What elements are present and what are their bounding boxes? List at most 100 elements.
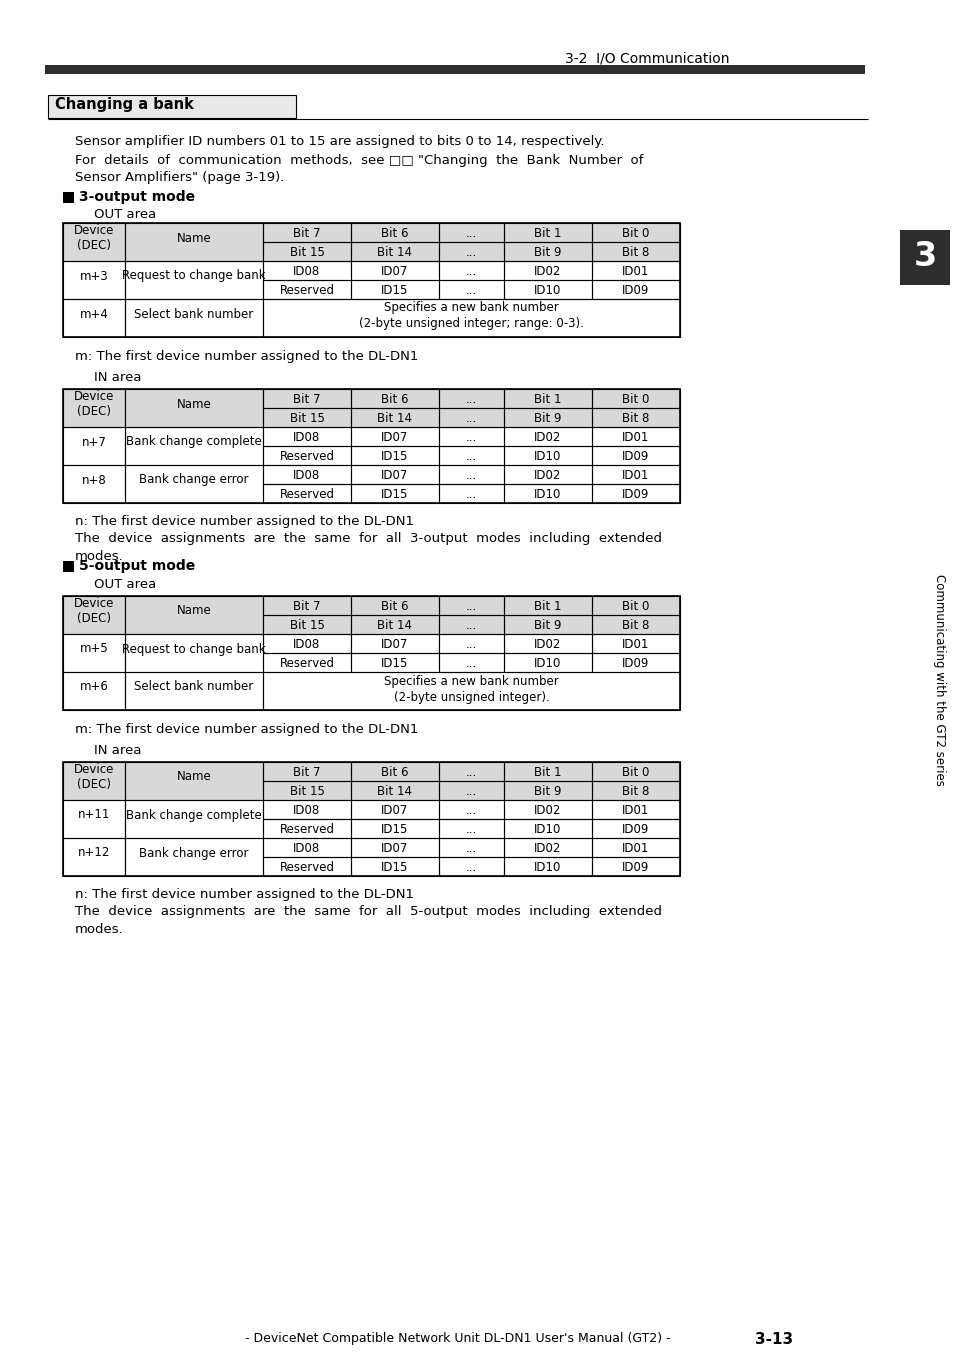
Text: 3: 3	[912, 241, 936, 273]
Text: ID15: ID15	[381, 861, 408, 873]
Text: ...: ...	[465, 861, 476, 873]
Bar	[263, 596, 351, 615]
Bar	[503, 615, 592, 634]
Bar	[351, 763, 438, 781]
Bar	[503, 389, 592, 408]
Text: Reserved: Reserved	[279, 861, 335, 873]
Text: m+6: m+6	[79, 680, 109, 694]
Bar	[351, 653, 438, 672]
Text: The  device  assignments  are  the  same  for  all  3-output  modes  including  : The device assignments are the same for …	[75, 531, 661, 545]
Bar	[125, 299, 263, 337]
Text: Name: Name	[176, 231, 212, 245]
Text: Request to change bank: Request to change bank	[122, 642, 266, 656]
Text: ID07: ID07	[381, 638, 408, 652]
Text: ID02: ID02	[534, 842, 561, 854]
Text: (2-byte unsigned integer; range: 0-3).: (2-byte unsigned integer; range: 0-3).	[358, 318, 583, 330]
Bar	[63, 838, 125, 876]
Bar	[63, 242, 679, 261]
Text: Bit 0: Bit 0	[621, 767, 649, 779]
Text: Bit 7: Bit 7	[293, 227, 320, 241]
Text: ...: ...	[465, 804, 476, 817]
Bar	[63, 596, 125, 634]
Text: Bit 14: Bit 14	[377, 786, 412, 798]
Bar	[351, 484, 438, 503]
Text: n+11: n+11	[78, 808, 111, 822]
Bar	[263, 427, 351, 446]
Bar	[503, 634, 592, 653]
Bar	[592, 408, 679, 427]
Text: Device
(DEC): Device (DEC)	[73, 389, 114, 418]
Bar	[63, 192, 74, 203]
Bar	[592, 763, 679, 781]
Bar	[63, 763, 679, 781]
Bar	[438, 634, 503, 653]
Text: OUT area: OUT area	[94, 579, 156, 591]
Text: ...: ...	[465, 431, 476, 443]
Bar	[351, 800, 438, 819]
Text: Name: Name	[176, 771, 212, 784]
Text: m+4: m+4	[79, 307, 109, 320]
Bar	[63, 389, 679, 503]
Bar	[438, 261, 503, 280]
Text: Bank change complete: Bank change complete	[126, 808, 262, 822]
Text: ...: ...	[465, 412, 476, 425]
Bar	[351, 465, 438, 484]
Bar	[125, 800, 263, 838]
Bar	[263, 242, 351, 261]
Text: Bit 0: Bit 0	[621, 227, 649, 241]
Bar	[63, 763, 679, 876]
Text: Device
(DEC): Device (DEC)	[73, 598, 114, 625]
Text: ID08: ID08	[294, 431, 320, 443]
Bar	[63, 223, 125, 261]
Text: ...: ...	[465, 450, 476, 462]
Bar	[351, 819, 438, 838]
Text: ID10: ID10	[534, 450, 561, 462]
Bar	[263, 484, 351, 503]
Bar	[438, 484, 503, 503]
Text: Bit 14: Bit 14	[377, 246, 412, 260]
Text: ID08: ID08	[294, 804, 320, 817]
Text: Bit 15: Bit 15	[290, 786, 324, 798]
Bar	[263, 446, 351, 465]
Bar	[438, 427, 503, 446]
Bar	[263, 261, 351, 280]
Text: ...: ...	[465, 265, 476, 279]
Bar	[438, 615, 503, 634]
Text: ID01: ID01	[621, 265, 649, 279]
Bar	[263, 280, 351, 299]
Text: ID02: ID02	[534, 804, 561, 817]
Text: Select bank number: Select bank number	[134, 307, 253, 320]
Bar	[63, 763, 125, 800]
Text: ID01: ID01	[621, 469, 649, 483]
Text: ID01: ID01	[621, 638, 649, 652]
Text: n+8: n+8	[82, 473, 107, 487]
Bar	[351, 781, 438, 800]
Bar	[592, 389, 679, 408]
Bar	[592, 280, 679, 299]
Text: ID02: ID02	[534, 469, 561, 483]
Text: modes.: modes.	[75, 923, 124, 936]
Text: 5-output mode: 5-output mode	[79, 558, 195, 573]
Text: ID10: ID10	[534, 823, 561, 836]
Text: Sensor amplifier ID numbers 01 to 15 are assigned to bits 0 to 14, respectively.: Sensor amplifier ID numbers 01 to 15 are…	[75, 135, 604, 147]
Text: ...: ...	[465, 600, 476, 612]
Text: For  details  of  communication  methods,  see □□ "Changing  the  Bank  Number  : For details of communication methods, se…	[75, 154, 642, 168]
Bar	[263, 634, 351, 653]
Text: Communicating with the GT2 series: Communicating with the GT2 series	[933, 575, 945, 786]
Text: ID10: ID10	[534, 284, 561, 297]
Bar	[63, 389, 679, 408]
Text: n: The first device number assigned to the DL-DN1: n: The first device number assigned to t…	[75, 888, 414, 900]
Bar	[592, 857, 679, 876]
Text: Bank change error: Bank change error	[139, 846, 249, 860]
Text: Bit 14: Bit 14	[377, 619, 412, 631]
Text: Bit 1: Bit 1	[534, 767, 561, 779]
Text: ...: ...	[465, 657, 476, 671]
Bar	[503, 465, 592, 484]
Text: Bit 9: Bit 9	[534, 412, 561, 425]
Bar	[438, 596, 503, 615]
Bar	[125, 596, 263, 634]
Bar	[125, 389, 263, 427]
Bar	[438, 242, 503, 261]
Text: Specifies a new bank number: Specifies a new bank number	[384, 301, 558, 315]
Bar	[125, 672, 263, 710]
